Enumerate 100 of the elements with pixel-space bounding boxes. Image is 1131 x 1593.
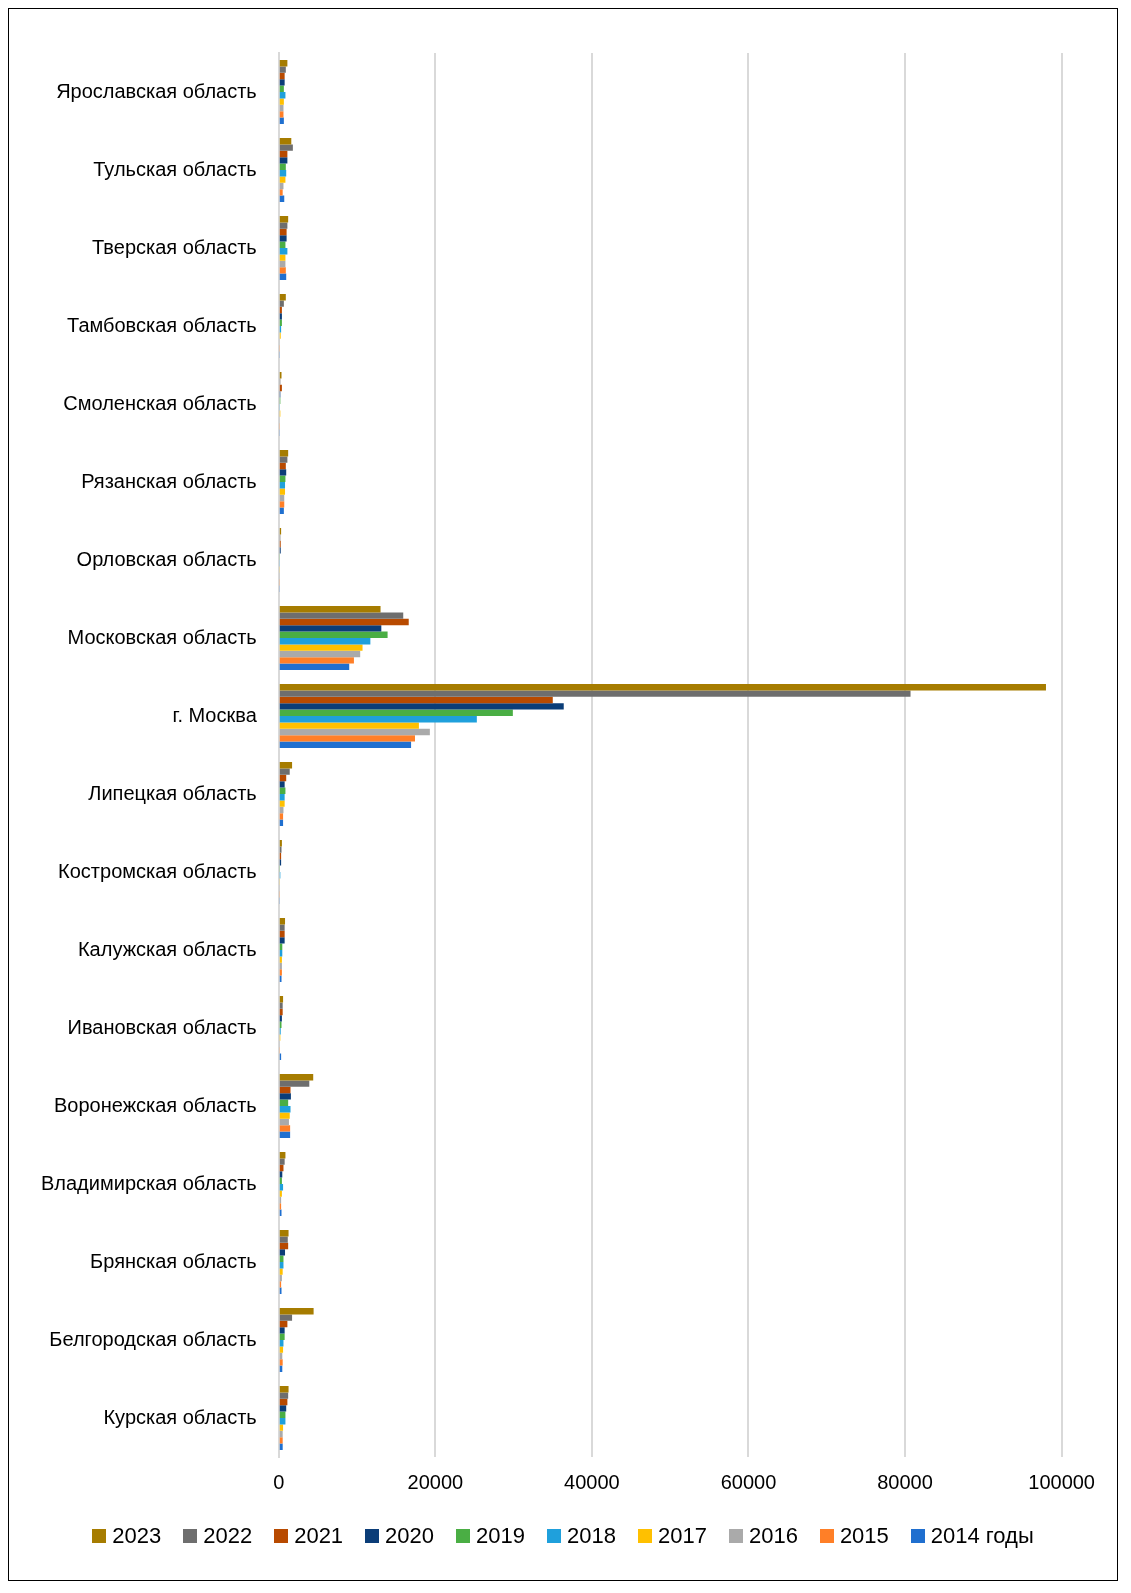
bar: [279, 1002, 283, 1009]
bar: [279, 144, 293, 151]
bar: [279, 1190, 282, 1197]
x-tick-label: 100000: [1028, 1470, 1096, 1493]
bar: [279, 924, 285, 931]
bar: [279, 1230, 289, 1237]
y-tick-label: Московская область: [67, 625, 257, 648]
bar: [279, 1131, 291, 1138]
bar: [279, 618, 409, 626]
bar: [279, 488, 286, 495]
bar: [279, 1308, 314, 1315]
bar: [279, 1080, 310, 1087]
bar: [279, 1424, 284, 1431]
bar: [279, 294, 286, 301]
y-tick-label: г. Москва: [172, 703, 258, 726]
bar: [279, 79, 285, 86]
bar: [279, 937, 285, 944]
bar: [279, 1106, 291, 1113]
x-tick-label: 60000: [720, 1470, 777, 1493]
bar: [279, 625, 382, 632]
y-tick-label: Белгородская область: [49, 1327, 257, 1350]
bar: [279, 969, 282, 976]
bar: [279, 781, 285, 788]
bar: [279, 650, 361, 658]
y-tick-label: Липецкая область: [88, 781, 257, 804]
bar: [279, 66, 286, 73]
bar: [279, 507, 284, 514]
y-tick-label: Владимирская область: [40, 1171, 257, 1194]
y-tick-label: Воронежская область: [53, 1093, 257, 1116]
bar: [279, 956, 282, 963]
bar: [279, 1392, 289, 1399]
bar: [279, 235, 287, 242]
y-tick-label: Рязанская область: [81, 469, 257, 492]
bar: [279, 794, 285, 801]
bar: [279, 300, 284, 307]
bar: [279, 1405, 287, 1412]
bar: [279, 696, 553, 704]
legend-label: 2017: [657, 1523, 707, 1549]
bar: [279, 1386, 289, 1393]
bar: [279, 189, 283, 196]
legend-label: 2016: [748, 1523, 798, 1549]
y-tick-label: Тверская область: [92, 235, 257, 258]
bar: [279, 1437, 283, 1444]
bar: [279, 1118, 289, 1126]
bar: [279, 930, 285, 938]
bar: [279, 735, 415, 742]
bar: [279, 631, 388, 638]
bar: [279, 98, 284, 105]
bar: [279, 1074, 314, 1081]
bar: [279, 800, 285, 807]
legend-label: 2022: [203, 1523, 253, 1549]
y-tick-label: Калужская область: [77, 937, 257, 960]
y-tick-label: Курская область: [103, 1405, 257, 1428]
legend-label: 2015: [839, 1523, 889, 1549]
bar: [279, 1236, 288, 1243]
bar: [279, 690, 911, 697]
y-tick-label: Смоленская область: [63, 391, 257, 414]
y-tick-label: Тульская область: [93, 157, 257, 180]
y-tick-label: Костромская область: [58, 859, 257, 882]
bar: [279, 1158, 285, 1165]
bar: [279, 313, 282, 320]
legend-label: 2014: [930, 1523, 980, 1549]
bar: [279, 762, 293, 769]
bar: [279, 163, 286, 170]
bar: [279, 1346, 284, 1353]
bar: [279, 612, 404, 619]
y-tick-label: Орловская область: [76, 547, 257, 570]
bar: [279, 222, 288, 229]
legend-label: 2021: [294, 1523, 344, 1549]
bar: [279, 117, 284, 124]
x-tick-label: 40000: [564, 1470, 620, 1493]
x-tick-label: 80000: [877, 1470, 933, 1493]
legend-title: годы: [985, 1523, 1034, 1549]
bar: [279, 1268, 283, 1275]
bar: [279, 456, 288, 463]
bar: [279, 1008, 283, 1016]
bar: [279, 728, 430, 736]
bar: [279, 722, 419, 729]
bar: [279, 703, 564, 710]
bar: [279, 606, 381, 613]
bar: [279, 1125, 291, 1132]
bar: [279, 157, 288, 164]
bar: [279, 469, 287, 476]
bar: [279, 462, 286, 470]
bar: [279, 1430, 283, 1438]
bar: [279, 228, 287, 236]
legend-label: 2019: [476, 1523, 526, 1549]
y-tick-label: Ивановская область: [67, 1015, 257, 1038]
bar: [279, 644, 363, 651]
bar: [279, 1359, 283, 1366]
bar: [279, 1249, 286, 1256]
bar: [279, 663, 350, 670]
x-tick-label: 20000: [407, 1470, 464, 1493]
bar: [279, 638, 371, 645]
bar: [279, 716, 477, 723]
bar: [279, 1015, 282, 1022]
bar: [279, 254, 286, 261]
bar: [279, 768, 290, 775]
bar: [279, 72, 285, 80]
bar: [279, 1093, 291, 1100]
